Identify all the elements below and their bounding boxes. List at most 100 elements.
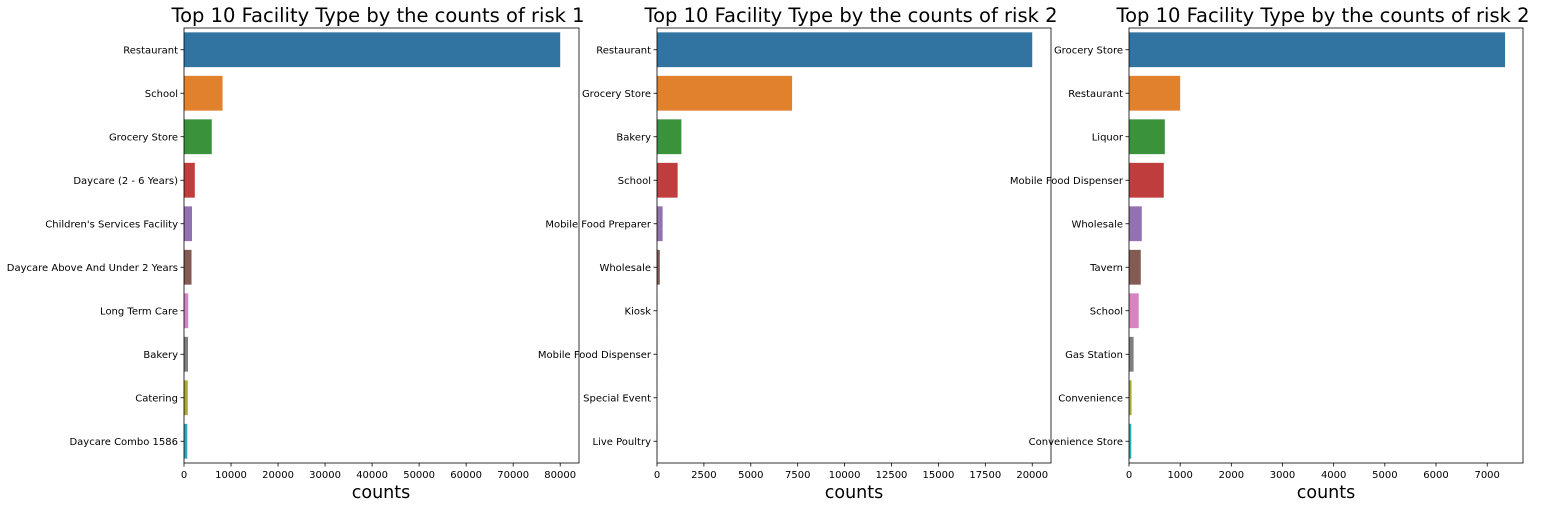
x-tick-label: 70000 xyxy=(497,470,529,481)
x-tick-label: 5000 xyxy=(1372,470,1397,481)
y-tick-label: Gas Station xyxy=(1065,350,1123,361)
bar-convenience xyxy=(1129,380,1132,416)
y-tick-labels: Restaurant School Grocery Store Daycare (2 … xyxy=(7,45,184,448)
axes-frame xyxy=(183,27,580,464)
bar-tavern xyxy=(1129,249,1141,285)
y-tick-label: Wholesale xyxy=(1071,219,1123,230)
x-tick-label: 0 xyxy=(181,470,187,481)
bar-daycare-2-6-years xyxy=(184,162,195,198)
chart-title: Top 10 Facility Type by the counts of ri… xyxy=(170,4,584,27)
x-tick-labels: 0 1000 2000 3000 4000 5000 6000 7000 xyxy=(1126,463,1500,481)
y-tick-label: Live Poultry xyxy=(593,437,652,448)
y-tick-label: Kiosk xyxy=(625,306,652,317)
x-tick-label: 20000 xyxy=(1016,470,1048,481)
bar-grocery-store xyxy=(1129,32,1506,68)
bar-long-term-care xyxy=(184,293,189,329)
x-tick-label: 1000 xyxy=(1167,470,1192,481)
bar-daycare-combo-1586 xyxy=(184,423,188,459)
x-axis-label: counts xyxy=(352,483,411,503)
x-tick-label: 80000 xyxy=(544,470,576,481)
y-tick-label: Daycare (2 - 6 Years) xyxy=(73,176,178,187)
y-tick-label: Long Term Care xyxy=(100,306,178,317)
x-tick-label: 2500 xyxy=(691,470,716,481)
x-tick-label: 50000 xyxy=(403,470,435,481)
x-tick-labels: 0 10000 20000 30000 40000 50000 60000 70000 8000… xyxy=(181,463,576,481)
bar-mobile-food-preparer xyxy=(657,206,663,242)
axes-frame xyxy=(656,27,1052,464)
bar-bakery xyxy=(657,119,682,155)
bar-bakery xyxy=(184,336,188,372)
chart-panel-risk-1: Top 10 Facility Type by the counts of ri… xyxy=(7,4,585,503)
x-axis-label: counts xyxy=(1297,483,1356,503)
y-tick-label: School xyxy=(1090,306,1123,317)
y-tick-label: Bakery xyxy=(616,132,651,143)
bar-school xyxy=(184,75,223,111)
y-tick-label: Children's Services Facility xyxy=(45,219,178,230)
y-tick-label: Convenience Store xyxy=(1029,437,1123,448)
y-tick-label: Liquor xyxy=(1092,132,1124,143)
axes-frame xyxy=(1128,27,1524,464)
chart-title: Top 10 Facility Type by the counts of ri… xyxy=(643,4,1057,27)
y-tick-label: Restaurant xyxy=(123,45,178,56)
y-tick-label: Mobile Food Preparer xyxy=(545,219,652,230)
x-tick-label: 10000 xyxy=(829,470,861,481)
x-tick-label: 60000 xyxy=(450,470,482,481)
x-tick-label: 12500 xyxy=(876,470,908,481)
x-tick-label: 7000 xyxy=(1474,470,1499,481)
y-tick-label: Wholesale xyxy=(599,263,651,274)
bar-grocery-store xyxy=(184,119,212,155)
x-tick-label: 2000 xyxy=(1219,470,1244,481)
bar-restaurant xyxy=(657,32,1033,68)
bar-catering xyxy=(184,380,188,416)
bar-school xyxy=(1129,293,1139,329)
chart-title: Top 10 Facility Type by the counts of ri… xyxy=(1115,4,1529,27)
bar-group xyxy=(657,32,1033,459)
x-tick-label: 20000 xyxy=(262,470,294,481)
chart-panel-risk-2-second: Top 10 Facility Type by the counts of ri… xyxy=(1010,4,1530,503)
y-tick-label: Grocery Store xyxy=(1054,45,1123,56)
x-tick-label: 3000 xyxy=(1270,470,1295,481)
chart-panel-risk-2: Top 10 Facility Type by the counts of ri… xyxy=(538,4,1058,503)
bar-restaurant xyxy=(184,32,561,68)
y-tick-label: Tavern xyxy=(1089,263,1123,274)
y-tick-label: Grocery Store xyxy=(582,89,651,100)
bar-wholesale xyxy=(657,249,660,285)
x-axis-label: counts xyxy=(825,483,884,503)
y-tick-label: Bakery xyxy=(143,350,178,361)
y-tick-label: Grocery Store xyxy=(109,132,178,143)
x-tick-label: 4000 xyxy=(1321,470,1346,481)
y-tick-label: Mobile Food Dispenser xyxy=(538,350,652,361)
bar-restaurant xyxy=(1129,75,1181,111)
x-tick-label: 30000 xyxy=(309,470,341,481)
y-tick-label: Catering xyxy=(135,393,178,404)
bar-wholesale xyxy=(1129,206,1142,242)
y-tick-label: School xyxy=(618,176,651,187)
x-tick-label: 17500 xyxy=(969,470,1001,481)
x-tick-label: 7500 xyxy=(785,470,810,481)
bar-grocery-store xyxy=(657,75,793,111)
y-tick-label: Special Event xyxy=(583,393,651,404)
bar-daycare-above-and-under-2-years xyxy=(184,249,192,285)
x-tick-label: 40000 xyxy=(356,470,388,481)
y-tick-label: Daycare Above And Under 2 Years xyxy=(7,263,178,274)
y-tick-label: Daycare Combo 1586 xyxy=(69,437,178,448)
bar-school xyxy=(657,162,678,198)
bar-group xyxy=(1129,32,1506,459)
bar-convenience-store xyxy=(1129,423,1132,459)
x-tick-label: 10000 xyxy=(215,470,247,481)
y-tick-labels: Grocery Store Restaurant Liquor Mobile Food… xyxy=(1010,45,1129,448)
bar-liquor xyxy=(1129,119,1165,155)
y-tick-labels: Restaurant Grocery Store Bakery School Mobil… xyxy=(538,45,657,448)
bar-mobile-food-dispenser xyxy=(1129,162,1164,198)
y-tick-label: Mobile Food Dispenser xyxy=(1010,176,1124,187)
x-tick-label: 15000 xyxy=(923,470,955,481)
x-tick-label: 0 xyxy=(654,470,660,481)
x-tick-label: 5000 xyxy=(738,470,763,481)
y-tick-label: Restaurant xyxy=(1068,89,1123,100)
x-tick-labels: 0 2500 5000 7500 10000 12500 15000 17500 20000 xyxy=(654,463,1048,481)
bar-gas-station xyxy=(1129,336,1134,372)
y-tick-label: Convenience xyxy=(1058,393,1123,404)
bar-group xyxy=(184,32,561,459)
x-tick-label: 6000 xyxy=(1423,470,1448,481)
